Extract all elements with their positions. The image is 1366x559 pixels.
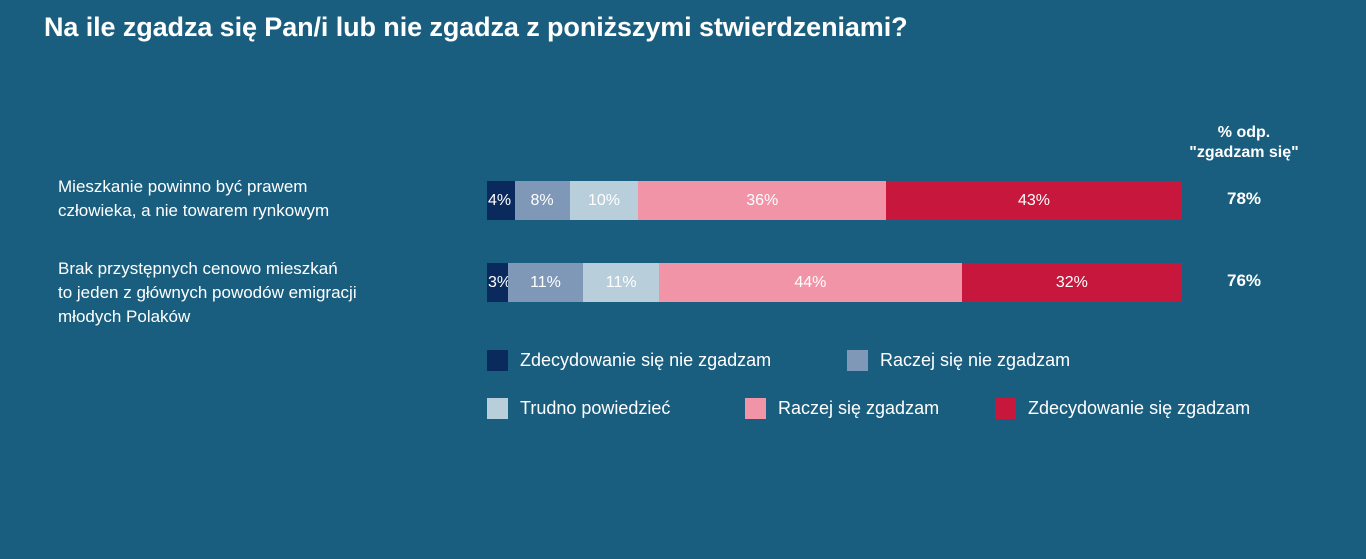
legend-swatch-icon bbox=[745, 398, 766, 419]
legend-item[interactable]: Raczej się nie zgadzam bbox=[847, 350, 1070, 371]
bar-segment: 36% bbox=[638, 181, 887, 220]
legend-item[interactable]: Raczej się zgadzam bbox=[745, 398, 939, 419]
legend-item-label: Raczej się zgadzam bbox=[778, 398, 940, 418]
bar-segment: 43% bbox=[886, 181, 1182, 220]
stacked-bar: 3%11%11%44%32% bbox=[487, 263, 1182, 302]
legend-row: Trudno powiedzieć Raczej się zgadzam Zde… bbox=[487, 398, 1307, 446]
legend-swatch-icon bbox=[487, 398, 508, 419]
percent-agree-header-line2: "zgadzam się" bbox=[1189, 144, 1299, 161]
legend-row: Zdecydowanie się nie zgadzam Raczej się … bbox=[487, 350, 1307, 398]
legend-swatch-icon bbox=[847, 350, 868, 371]
legend-item-label: Zdecydowanie się zgadzam bbox=[1028, 398, 1251, 418]
stacked-bar: 4% 8% 10% 36% 43% bbox=[487, 181, 1182, 220]
bar-segment: 32% bbox=[961, 263, 1182, 302]
bar-segment: 10% bbox=[569, 181, 639, 220]
legend-item[interactable]: Zdecydowanie się nie zgadzam bbox=[487, 350, 771, 371]
legend-item[interactable]: Trudno powiedzieć bbox=[487, 398, 670, 419]
legend-item-label: Raczej się nie zgadzam bbox=[880, 350, 1071, 370]
page-title: Na ile zgadza się Pan/i lub nie zgadza z… bbox=[44, 12, 908, 42]
bar-segment: 44% bbox=[659, 263, 962, 302]
percent-agree-header-line1: % odp. bbox=[1217, 124, 1271, 141]
row-label: Brak przystępnych cenowo mieszkań to jed… bbox=[58, 259, 357, 327]
row-total-agree: 78% bbox=[1226, 189, 1262, 208]
legend-item-label: Zdecydowanie się nie zgadzam bbox=[520, 350, 772, 370]
legend-swatch-icon bbox=[995, 398, 1016, 419]
legend-item[interactable]: Zdecydowanie się zgadzam bbox=[995, 398, 1250, 419]
percent-agree-column-header: % odp. "zgadzam się" bbox=[1158, 123, 1330, 163]
row-label: Mieszkanie powinno być prawem człowieka,… bbox=[58, 177, 330, 221]
bar-segment: 8% bbox=[514, 181, 570, 220]
bar-segment: 3% bbox=[487, 263, 508, 302]
legend-item-label: Trudno powiedzieć bbox=[520, 398, 671, 418]
row-total-agree: 76% bbox=[1226, 271, 1262, 290]
legend: Zdecydowanie się nie zgadzam Raczej się … bbox=[487, 350, 1307, 446]
legend-swatch-icon bbox=[487, 350, 508, 371]
bar-segment: 11% bbox=[507, 263, 584, 302]
bar-segment: 4% bbox=[487, 181, 515, 220]
bar-segment: 11% bbox=[583, 263, 660, 302]
